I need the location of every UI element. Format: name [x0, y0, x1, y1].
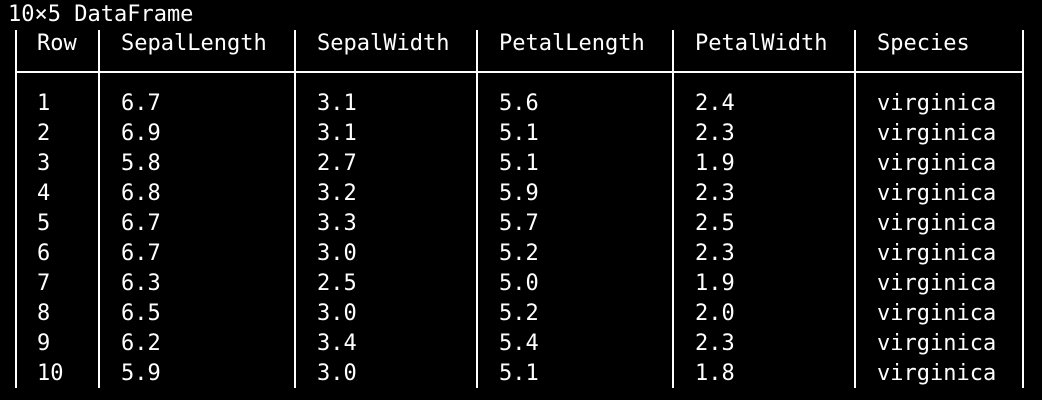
sepal-width-cell: 2.7: [317, 151, 357, 176]
sepal-length-cell: 6.7: [121, 91, 161, 116]
column-header-petal-width: PetalWidth: [695, 31, 828, 56]
species-cell: virginica: [877, 331, 997, 356]
column-border: [98, 30, 100, 388]
row-index-cell: 9: [37, 331, 51, 356]
petal-length-cell: 5.1: [499, 121, 539, 146]
species-cell: virginica: [877, 121, 997, 146]
sepal-length-cell: 6.7: [121, 211, 161, 236]
sepal-width-cell: 2.5: [317, 271, 357, 296]
sepal-width-cell: 3.1: [317, 121, 357, 146]
row-index-cell: 2: [37, 121, 51, 146]
row-index-cell: 6: [37, 241, 51, 266]
petal-length-cell: 5.0: [499, 271, 539, 296]
sepal-width-cell: 3.0: [317, 301, 357, 326]
sepal-length-cell: 6.5: [121, 301, 161, 326]
petal-length-cell: 5.2: [499, 301, 539, 326]
column-border: [854, 30, 856, 388]
row-index-cell: 5: [37, 211, 51, 236]
column-header-species: Species: [877, 31, 970, 56]
petal-width-cell: 2.0: [695, 301, 735, 326]
petal-length-cell: 5.7: [499, 211, 539, 236]
species-cell: virginica: [877, 151, 997, 176]
row-index-cell: 1: [37, 91, 51, 116]
sepal-length-cell: 5.8: [121, 151, 161, 176]
sepal-width-cell: 3.3: [317, 211, 357, 236]
column-border: [476, 30, 478, 388]
sepal-length-cell: 5.9: [121, 361, 161, 386]
column-border-left: [15, 30, 17, 388]
species-cell: virginica: [877, 301, 997, 326]
petal-length-cell: 5.4: [499, 331, 539, 356]
species-cell: virginica: [877, 211, 997, 236]
petal-width-cell: 2.3: [695, 241, 735, 266]
sepal-width-cell: 3.1: [317, 91, 357, 116]
species-cell: virginica: [877, 91, 997, 116]
petal-width-cell: 1.9: [695, 271, 735, 296]
row-index-cell: 10: [37, 361, 64, 386]
petal-length-cell: 5.2: [499, 241, 539, 266]
row-index-cell: 3: [37, 151, 51, 176]
column-header-row: Row: [37, 31, 77, 56]
petal-length-cell: 5.9: [499, 181, 539, 206]
column-border: [294, 30, 296, 388]
petal-length-cell: 5.6: [499, 91, 539, 116]
petal-length-cell: 5.1: [499, 151, 539, 176]
species-cell: virginica: [877, 361, 997, 386]
column-header-petal-length: PetalLength: [499, 31, 645, 56]
sepal-length-cell: 6.9: [121, 121, 161, 146]
header-divider: [16, 71, 1024, 73]
petal-width-cell: 2.3: [695, 121, 735, 146]
column-border: [672, 30, 674, 388]
sepal-width-cell: 3.0: [317, 361, 357, 386]
species-cell: virginica: [877, 271, 997, 296]
sepal-width-cell: 3.4: [317, 331, 357, 356]
sepal-length-cell: 6.3: [121, 271, 161, 296]
sepal-width-cell: 3.0: [317, 241, 357, 266]
petal-width-cell: 2.3: [695, 331, 735, 356]
dataframe-caption: 10×5 DataFrame: [8, 2, 194, 27]
row-index-cell: 7: [37, 271, 51, 296]
petal-width-cell: 1.8: [695, 361, 735, 386]
column-header-sepal-length: SepalLength: [121, 31, 267, 56]
sepal-length-cell: 6.8: [121, 181, 161, 206]
petal-width-cell: 2.3: [695, 181, 735, 206]
row-index-cell: 4: [37, 181, 51, 206]
species-cell: virginica: [877, 241, 997, 266]
sepal-length-cell: 6.2: [121, 331, 161, 356]
row-index-cell: 8: [37, 301, 51, 326]
column-border-right: [1022, 30, 1024, 388]
sepal-width-cell: 3.2: [317, 181, 357, 206]
petal-length-cell: 5.1: [499, 361, 539, 386]
column-header-sepal-width: SepalWidth: [317, 31, 450, 56]
sepal-length-cell: 6.7: [121, 241, 161, 266]
species-cell: virginica: [877, 181, 997, 206]
petal-width-cell: 2.5: [695, 211, 735, 236]
petal-width-cell: 1.9: [695, 151, 735, 176]
petal-width-cell: 2.4: [695, 91, 735, 116]
